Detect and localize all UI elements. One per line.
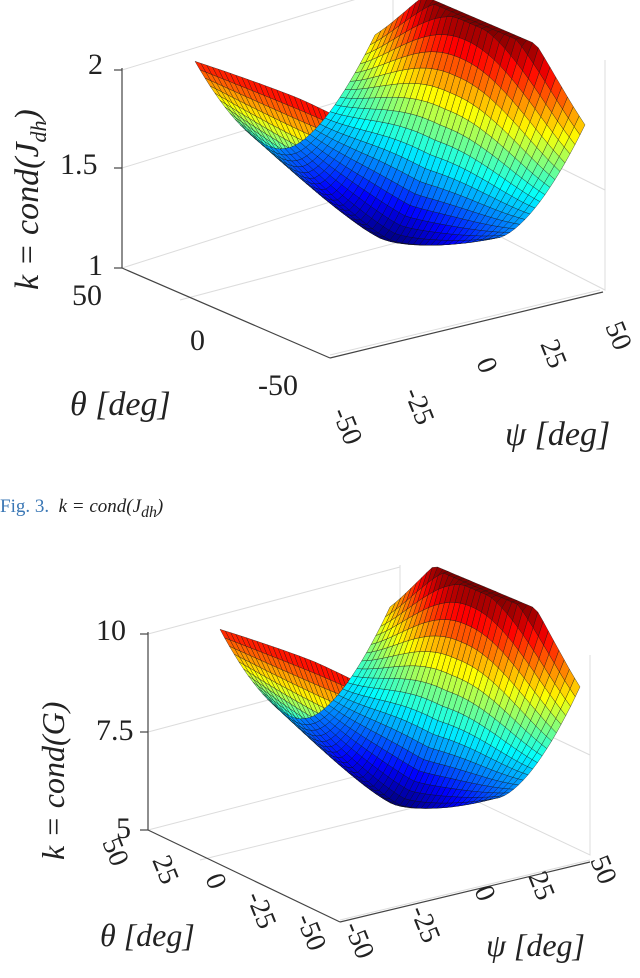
figure-cond-g: 10 7.5 5 50 25 0 -25 -50 -50 -25 0 25 50…	[0, 560, 640, 978]
y-tick: -50	[290, 909, 333, 955]
z-tick: 10	[96, 614, 126, 647]
z-tick: 5	[116, 812, 131, 845]
caption-label: Fig. 3.	[0, 496, 50, 517]
y-tick: -50	[258, 369, 298, 402]
surface-facet	[384, 602, 396, 618]
x-axis-label: ψ [deg]	[505, 416, 610, 453]
surface-plot-2: 10 7.5 5 50 25 0 -25 -50 -50 -25 0 25 50…	[35, 565, 623, 963]
z-tick: 1.5	[60, 148, 98, 181]
x-tick: -25	[398, 383, 441, 429]
z-tick: 2	[88, 48, 103, 81]
y-axis-label: θ [deg]	[70, 386, 171, 423]
y-axis-label: θ [deg]	[100, 917, 195, 953]
x-axis-label: ψ [deg]	[486, 927, 585, 963]
x-tick: 50	[599, 317, 638, 355]
x-tick: -50	[326, 403, 369, 449]
caption-sub: dh	[141, 503, 157, 521]
x-tick: 25	[534, 335, 573, 373]
surface-facet	[422, 0, 434, 11]
surface-facet	[369, 30, 382, 46]
caption-math: k = cond(J	[58, 496, 142, 517]
surface-facet	[427, 0, 440, 7]
caption-close: )	[156, 496, 164, 517]
y-tick: 0	[190, 324, 205, 357]
x-tick: -25	[404, 901, 447, 947]
x-tick: -50	[338, 917, 381, 963]
z-axis-label: k = cond(Jdh)	[9, 109, 51, 290]
y-tick: 50	[72, 279, 102, 312]
x-tick: 0	[468, 881, 502, 906]
figure-caption: Fig. 3. k = cond(Jdh)	[0, 496, 163, 522]
x-tick: 0	[470, 353, 504, 378]
z-tick: 7.5	[96, 714, 134, 747]
axes-2	[140, 632, 591, 923]
axes-1	[114, 68, 604, 359]
y-tick: 0	[199, 869, 233, 894]
x-tick: 50	[584, 851, 623, 889]
y-tick: 25	[146, 851, 185, 889]
figure-cond-jdh: 2 1.5 1 50 0 -50 -50 -25 0 25 50 θ [deg]…	[0, 0, 640, 470]
z-tick: 1	[88, 249, 103, 282]
z-axis-label: k = cond(G)	[35, 702, 71, 860]
surface-mesh-2	[219, 566, 581, 809]
y-tick: -25	[240, 887, 283, 933]
surface-plot-1: 2 1.5 1 50 0 -50 -50 -25 0 25 50 θ [deg]…	[9, 0, 638, 453]
surface-mesh-1	[194, 0, 586, 246]
x-tick: 25	[522, 867, 561, 905]
surface-facet	[416, 0, 427, 14]
